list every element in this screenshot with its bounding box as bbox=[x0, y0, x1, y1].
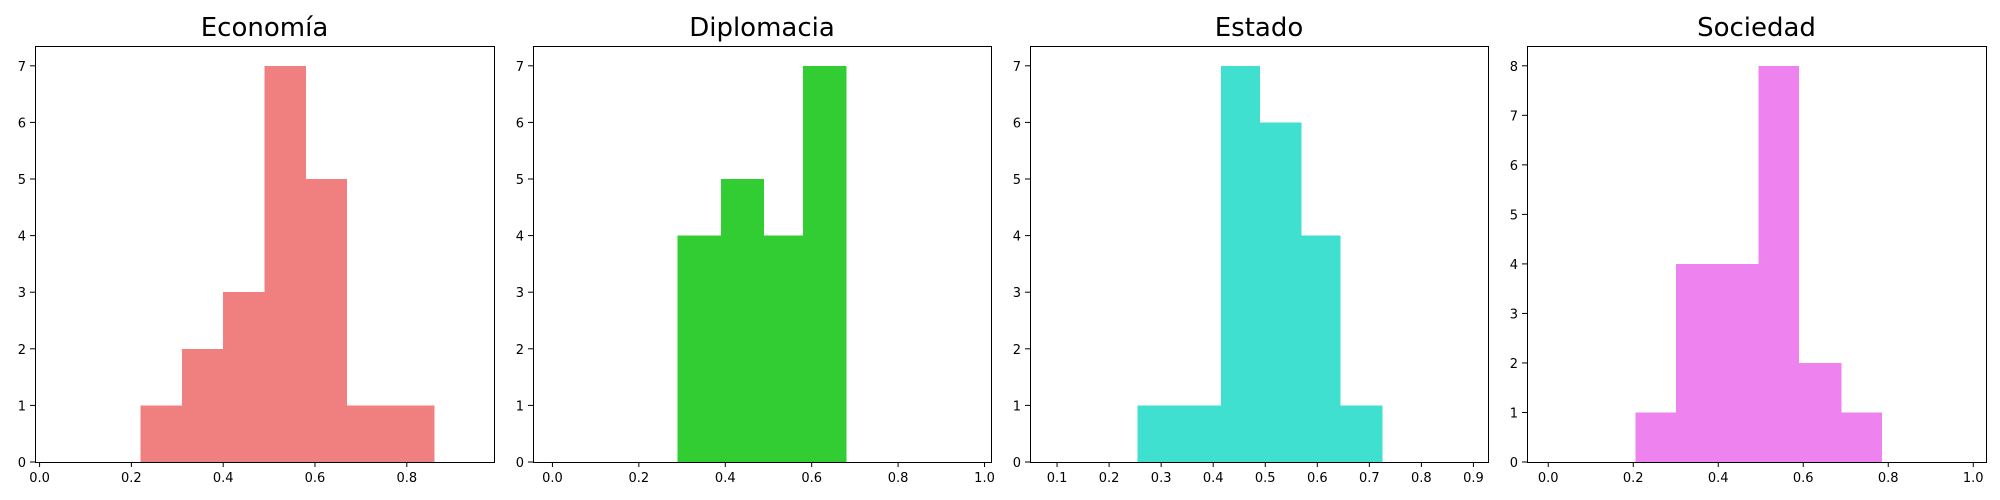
chart-title: Economía bbox=[201, 13, 329, 43]
y-tick-label: 6 bbox=[18, 116, 26, 131]
x-tick-label: 0.2 bbox=[1623, 471, 1644, 486]
y-tick-label: 6 bbox=[1013, 116, 1021, 131]
y-tick-label: 6 bbox=[516, 116, 524, 131]
y-tick-label: 2 bbox=[1510, 357, 1518, 372]
y-tick-label: 6 bbox=[1510, 159, 1518, 174]
chart-title: Sociedad bbox=[1697, 13, 1816, 43]
y-tick-label: 0 bbox=[1013, 456, 1021, 471]
histogram-bar bbox=[223, 292, 265, 462]
x-tick-label: 0.8 bbox=[1411, 471, 1432, 486]
y-tick-label: 7 bbox=[1510, 109, 1518, 124]
histogram-panel: Estado 0.1 0.2 0.3 0.4 0.5 0.6 0.7 0.8 0.9 0 1 2 3 4 5 6… bbox=[1013, 13, 1489, 486]
x-tick-label: 0.8 bbox=[396, 471, 417, 486]
x-tick-label: 0.0 bbox=[1538, 471, 1559, 486]
axes-frame bbox=[1030, 46, 1489, 463]
y-tick-label: 4 bbox=[18, 230, 26, 245]
histogram-bar bbox=[720, 179, 765, 462]
histogram-bar bbox=[388, 405, 435, 462]
x-tick-label: 0.6 bbox=[801, 471, 822, 486]
y-tick-label: 7 bbox=[18, 60, 26, 75]
y-tick-label: 8 bbox=[1510, 60, 1518, 75]
x-tick-label: 0.7 bbox=[1359, 471, 1380, 486]
histogram-bar bbox=[1841, 412, 1882, 462]
histogram-panel: Diplomacia 0.0 0.2 0.4 0.6 0.8 1.0 0 1 2 3 4 5 6 7 bbox=[516, 13, 995, 486]
x-tick-label: 0.6 bbox=[1793, 471, 1814, 486]
y-tick-label: 3 bbox=[516, 286, 524, 301]
y-tick-label: 7 bbox=[1013, 60, 1021, 75]
y-tick-label: 7 bbox=[516, 60, 524, 75]
chart-title: Estado bbox=[1215, 13, 1304, 43]
x-tick-label: 1.0 bbox=[1963, 471, 1984, 486]
histogram-bar bbox=[1301, 235, 1341, 462]
histogram-bar bbox=[1718, 263, 1759, 462]
x-tick-label: 0.0 bbox=[542, 471, 563, 486]
y-tick-label: 4 bbox=[516, 230, 524, 245]
x-tick-label: 0.3 bbox=[1151, 471, 1172, 486]
y-tick-label: 2 bbox=[1013, 343, 1021, 358]
y-tick-label: 5 bbox=[516, 173, 524, 188]
y-tick-label: 1 bbox=[18, 399, 26, 414]
y-tick-label: 4 bbox=[1510, 258, 1518, 273]
y-tick-label: 4 bbox=[1013, 230, 1021, 245]
histogram-bar bbox=[764, 235, 804, 462]
x-tick-label: 0.4 bbox=[715, 471, 736, 486]
histogram-bar bbox=[1675, 263, 1719, 462]
histogram-bar bbox=[347, 405, 389, 462]
x-tick-label: 0.4 bbox=[1203, 471, 1224, 486]
histogram-bar bbox=[140, 405, 182, 462]
histogram-bar bbox=[1799, 362, 1842, 462]
y-tick-label: 1 bbox=[516, 399, 524, 414]
x-tick-label: 1.0 bbox=[974, 471, 995, 486]
histogram-bar bbox=[1179, 405, 1222, 462]
x-tick-label: 0.2 bbox=[1099, 471, 1120, 486]
x-tick-label: 0.5 bbox=[1255, 471, 1276, 486]
y-tick-label: 2 bbox=[18, 343, 26, 358]
histogram-bar bbox=[677, 235, 721, 462]
x-tick-label: 0.8 bbox=[888, 471, 909, 486]
y-tick-label: 3 bbox=[1510, 307, 1518, 322]
histogram-bar bbox=[305, 179, 348, 462]
axes-frame bbox=[1527, 46, 1987, 463]
y-tick-label: 0 bbox=[18, 456, 26, 471]
histogram-bar bbox=[181, 348, 224, 462]
y-tick-label: 3 bbox=[18, 286, 26, 301]
histogram-bar bbox=[803, 65, 847, 463]
histogram-panel: Sociedad 0.0 0.2 0.4 0.6 0.8 1.0 0 1 2 3 4 5 6 7 8 bbox=[1510, 13, 1987, 486]
x-tick-label: 0.2 bbox=[121, 471, 142, 486]
y-tick-label: 1 bbox=[1510, 406, 1518, 421]
x-tick-label: 0.2 bbox=[629, 471, 650, 486]
y-tick-label: 3 bbox=[1013, 286, 1021, 301]
histogram-bar bbox=[264, 65, 306, 463]
histogram-bar bbox=[1260, 122, 1302, 462]
x-tick-label: 0.6 bbox=[1307, 471, 1328, 486]
axes-frame bbox=[533, 46, 992, 463]
x-tick-label: 0.8 bbox=[1878, 471, 1899, 486]
histogram-bar bbox=[1137, 405, 1180, 462]
y-tick-label: 5 bbox=[1013, 173, 1021, 188]
x-tick-label: 0.4 bbox=[213, 471, 234, 486]
y-tick-label: 2 bbox=[516, 343, 524, 358]
chart-title: Diplomacia bbox=[689, 13, 835, 43]
x-tick-label: 0.6 bbox=[305, 471, 326, 486]
x-tick-label: 0.4 bbox=[1708, 471, 1729, 486]
histogram-bar bbox=[1340, 405, 1383, 462]
axes-frame bbox=[35, 46, 495, 463]
y-tick-label: 1 bbox=[1013, 399, 1021, 414]
y-tick-label: 5 bbox=[1510, 208, 1518, 223]
histogram-bar bbox=[1635, 412, 1676, 462]
histogram-panel: Economía 0.0 0.2 0.4 0.6 0.8 0 1 2 3 4 5 6 7 bbox=[18, 13, 495, 486]
y-tick-label: 0 bbox=[516, 456, 524, 471]
x-tick-label: 0.0 bbox=[29, 471, 50, 486]
x-tick-label: 0.1 bbox=[1047, 471, 1068, 486]
y-tick-label: 0 bbox=[1510, 456, 1518, 471]
x-tick-label: 0.9 bbox=[1463, 471, 1484, 486]
y-tick-label: 5 bbox=[18, 173, 26, 188]
histogram-bar bbox=[1758, 65, 1799, 463]
histogram-bar bbox=[1221, 65, 1261, 463]
